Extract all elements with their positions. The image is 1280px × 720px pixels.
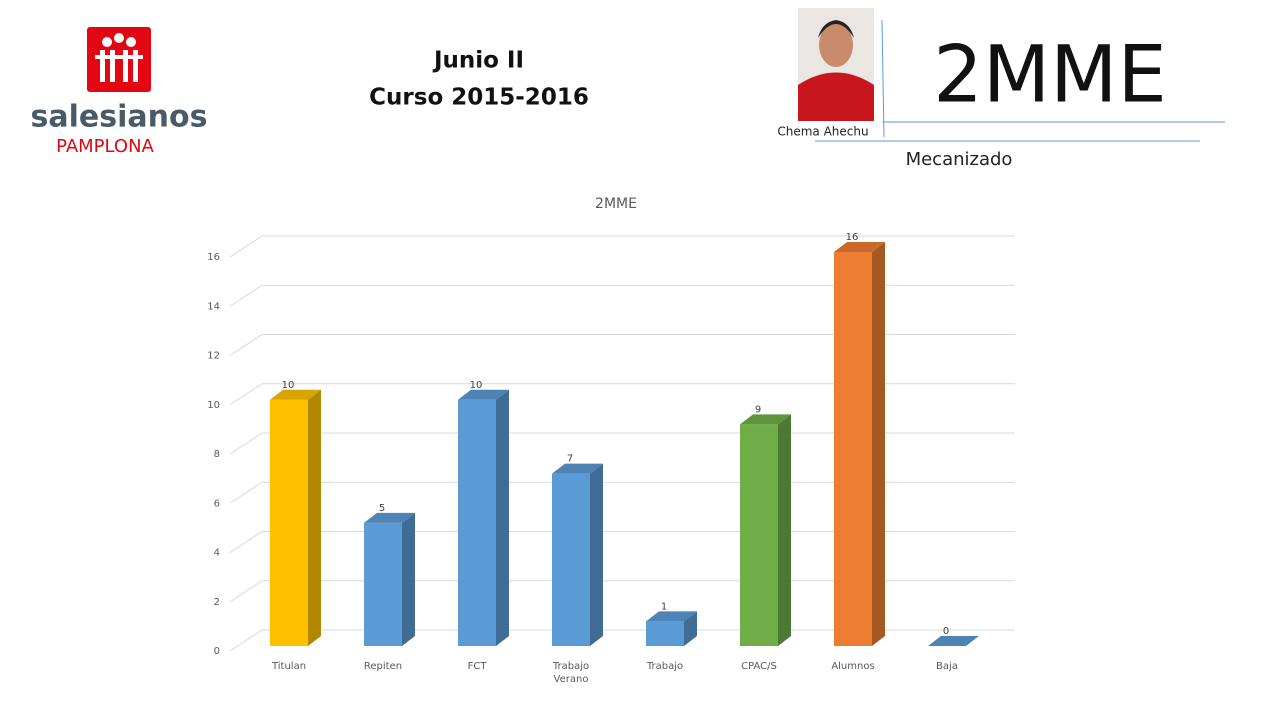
- data-label: 5: [379, 503, 385, 514]
- teacher-photo: [798, 8, 874, 121]
- data-label: 0: [943, 626, 949, 637]
- logo-figures: [95, 33, 143, 82]
- bar-side: [496, 389, 509, 646]
- y-tick-label: 4: [214, 548, 220, 559]
- grid-line: [229, 235, 263, 258]
- bar: [552, 463, 603, 646]
- y-tick-label: 10: [207, 400, 220, 411]
- x-tick-label: Repiten: [363, 661, 403, 672]
- bar: [364, 512, 415, 646]
- grid-line: [229, 284, 263, 307]
- data-label: 10: [470, 380, 483, 391]
- y-tick-label: 8: [214, 449, 220, 460]
- logo-name: salesianos: [31, 100, 208, 135]
- y-tick-label: 0: [214, 646, 220, 657]
- grid-line: [229, 580, 263, 603]
- bar-side: [778, 414, 791, 646]
- y-tick-label: 6: [214, 498, 220, 509]
- bar-front: [458, 399, 496, 646]
- data-label: 16: [846, 232, 859, 243]
- bar-front: [834, 252, 872, 646]
- x-tick-label: Trabajo: [646, 661, 684, 672]
- bar-top: [740, 414, 791, 425]
- bar-top: [552, 463, 603, 474]
- bar-front: [270, 399, 308, 646]
- bar-side: [590, 463, 603, 646]
- x-tick-label: Titulan: [271, 661, 307, 672]
- y-tick-label: 12: [207, 351, 220, 362]
- bar-side: [684, 611, 697, 646]
- bar-front: [740, 424, 778, 646]
- group-name: 2MME: [933, 30, 1167, 120]
- divider: [881, 19, 885, 138]
- bar-top: [364, 512, 415, 523]
- bar-front: [552, 473, 590, 646]
- chart-title: 2MME: [595, 196, 637, 212]
- x-tick-label: FCT: [467, 661, 487, 672]
- data-label: 7: [567, 454, 573, 465]
- slide-subtitle: Curso 2015-2016: [369, 85, 589, 111]
- bar-front: [364, 522, 402, 646]
- bar: [270, 389, 321, 646]
- x-tick-label: CPAC/S: [741, 661, 777, 672]
- grid-line: [229, 334, 263, 356]
- bar-top: [458, 389, 509, 400]
- slide-title: Junio II: [432, 48, 524, 74]
- plot: 0 2 4 6 8 10 12 14 16 10 5 10 7 1 9 16 0: [207, 232, 1015, 657]
- bar-top: [928, 636, 979, 646]
- bar: [740, 414, 791, 646]
- data-label: 1: [661, 601, 667, 612]
- bar-side: [402, 512, 415, 646]
- grid-line: [229, 531, 263, 553]
- bar: [928, 636, 979, 646]
- data-label: 9: [755, 404, 761, 415]
- bar-front: [646, 621, 684, 646]
- x-tick-label: Alumnos: [831, 661, 875, 672]
- grid-line: [229, 629, 263, 652]
- bar-top: [270, 389, 321, 400]
- department: Mecanizado: [906, 149, 1013, 170]
- data-label: 10: [282, 380, 295, 391]
- y-tick-label: 2: [214, 597, 220, 608]
- bar: [834, 242, 885, 646]
- bar-top: [646, 611, 697, 622]
- grid-line: [229, 432, 263, 455]
- logo-city: PAMPLONA: [56, 136, 154, 157]
- teacher-name: Chema Ahechu: [777, 125, 868, 139]
- y-tick-label: 16: [207, 252, 220, 263]
- bar-side: [308, 389, 321, 646]
- x-tick-label: Baja: [936, 661, 958, 672]
- bar-top: [834, 242, 885, 252]
- y-tick-label: 14: [207, 301, 220, 312]
- grid-line: [229, 383, 263, 406]
- grid-line: [229, 481, 263, 504]
- x-tick-label: Trabajo Verano: [552, 661, 590, 685]
- bar: [646, 611, 697, 646]
- bar: [458, 389, 509, 646]
- bar-side: [872, 242, 885, 646]
